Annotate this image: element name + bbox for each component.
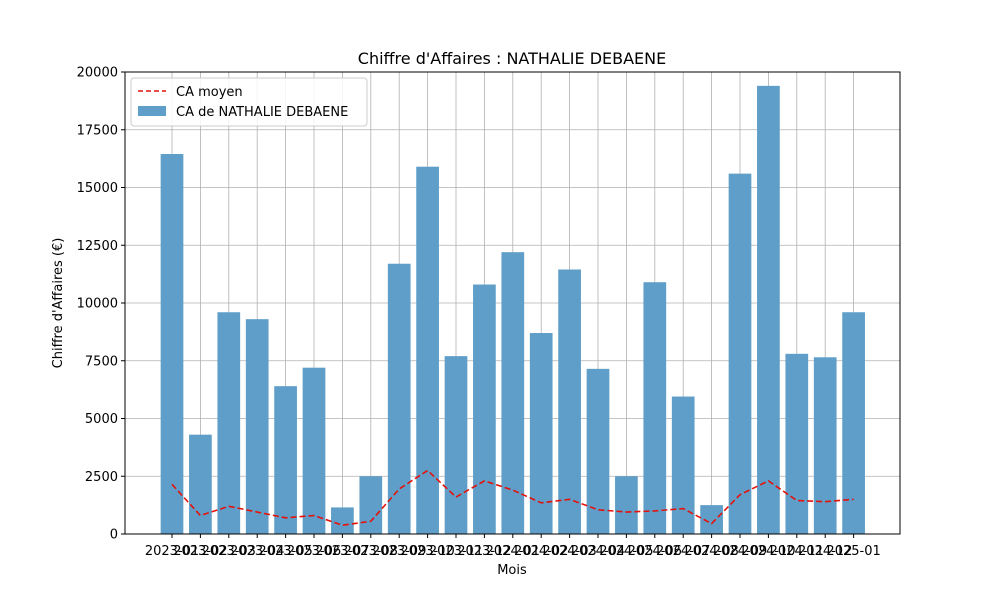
bar: [217, 312, 241, 534]
bar: [671, 396, 695, 534]
y-axis-label: Chiffre d'Affaires (€): [51, 238, 66, 369]
bar: [331, 507, 354, 534]
x-tick-label: 2024-10: [741, 544, 795, 559]
x-tick-label: 2024-02: [514, 544, 568, 559]
bar: [558, 269, 581, 534]
x-tick-label: 2023-11: [429, 544, 483, 559]
bar: [359, 476, 383, 534]
bars: [160, 85, 865, 535]
bar: [643, 282, 667, 534]
bar: [501, 252, 525, 534]
average-line: [171, 469, 854, 527]
x-tick-label: 2023-09: [372, 544, 426, 559]
y-tick-label: 12500: [77, 239, 118, 254]
x-tick-label: 2023-10: [400, 544, 454, 559]
x-tick-label: 2023-01: [145, 544, 199, 559]
y-axis-ticks: 0 2500 5000 7500 10000 12500 15000 17500 20000: [77, 66, 125, 543]
x-tick-label: 2023-05: [258, 544, 312, 559]
bar: [842, 312, 865, 534]
x-tick-label: 2023-07: [315, 544, 369, 559]
x-tick-label: 2024-09: [713, 544, 767, 559]
y-tick-label: 20000: [77, 66, 118, 81]
x-tick-label: 2025-01: [826, 544, 880, 559]
legend-label-average: CA moyen: [176, 85, 243, 100]
bar: [416, 166, 439, 534]
y-tick-label: 2500: [85, 470, 118, 485]
y-tick-label: 0: [110, 528, 118, 543]
bar: [785, 353, 809, 534]
x-tick-label: 2023-12: [457, 544, 511, 559]
legend-label-bars: CA de NATHALIE DEBAENE: [176, 105, 348, 120]
bar: [813, 357, 837, 534]
bar: [302, 367, 326, 534]
bar: [444, 356, 468, 534]
x-tick-label: 2024-11: [770, 544, 824, 559]
x-tick-label: 2024-06: [628, 544, 682, 559]
x-tick-label: 2023-08: [344, 544, 398, 559]
legend-bar-swatch: [138, 106, 166, 116]
bar: [274, 386, 297, 534]
y-tick-label: 10000: [77, 297, 118, 312]
bar: [728, 173, 752, 534]
bar: [529, 333, 553, 534]
x-tick-label: 2023-03: [202, 544, 256, 559]
x-tick-label: 2023-02: [173, 544, 227, 559]
bar: [160, 154, 184, 534]
x-tick-label: 2024-05: [599, 544, 653, 559]
x-tick-label: 2023-04: [230, 544, 284, 559]
y-tick-label: 7500: [85, 354, 118, 369]
y-tick-label: 15000: [77, 181, 118, 196]
x-tick-label: 2024-07: [656, 544, 710, 559]
x-axis-ticks: 2023-012023-022023-032023-042023-052023-…: [145, 534, 881, 559]
x-tick-label: 2024-04: [571, 544, 625, 559]
bar: [189, 434, 212, 534]
x-tick-label: 2024-01: [486, 544, 540, 559]
bar: [245, 319, 269, 534]
bar: [615, 476, 638, 534]
bar: [700, 505, 723, 534]
y-tick-label: 5000: [85, 412, 118, 427]
bar: [387, 263, 411, 534]
x-tick-label: 2023-06: [287, 544, 341, 559]
bar: [473, 284, 496, 534]
bar: [586, 368, 610, 534]
legend-box: [130, 77, 368, 127]
chart-title: Chiffre d'Affaires : NATHALIE DEBAENE: [358, 49, 666, 68]
x-tick-label: 2024-08: [684, 544, 738, 559]
x-axis-label: Mois: [497, 563, 527, 578]
y-tick-label: 17500: [77, 123, 118, 138]
legend: CA moyen CA de NATHALIE DEBAENE: [130, 77, 368, 127]
x-tick-label: 2024-12: [798, 544, 852, 559]
x-tick-label: 2024-03: [542, 544, 596, 559]
average-line-path: [171, 469, 854, 527]
bar: [757, 85, 780, 535]
